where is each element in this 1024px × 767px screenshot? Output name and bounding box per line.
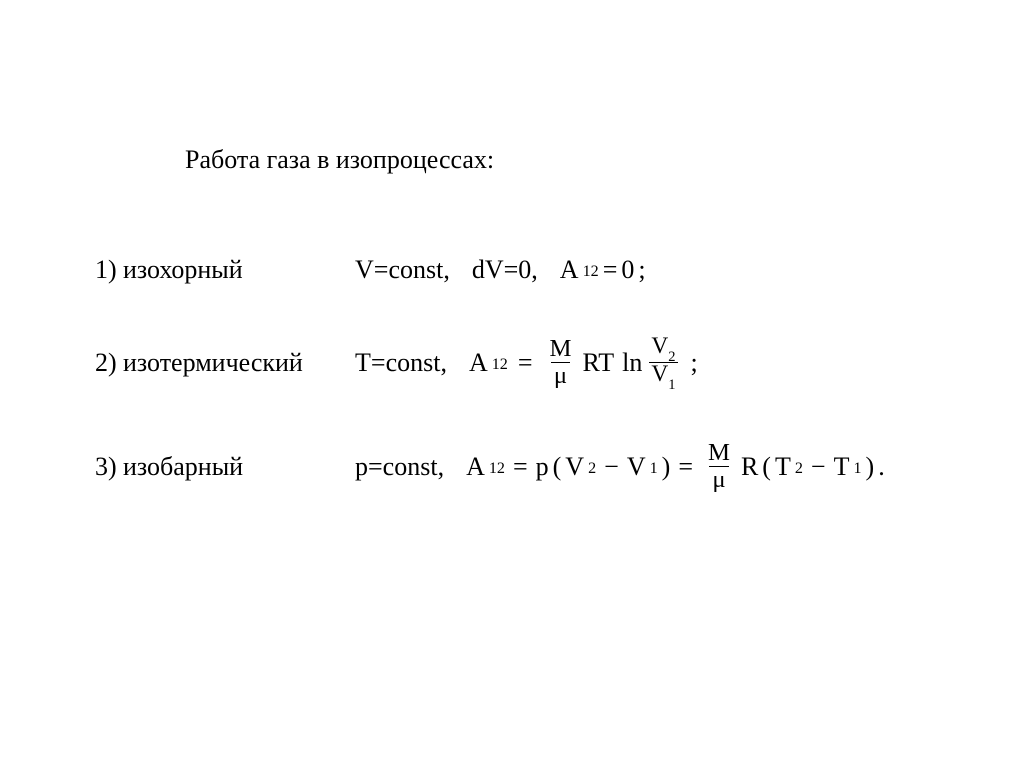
sub: 1 [668, 377, 675, 393]
work-symbol: A [560, 255, 579, 285]
page-title: Работа газа в изопроцессах: [185, 145, 1024, 175]
process-name: изохорный [123, 255, 355, 285]
condition-const: const [386, 348, 441, 377]
work-value: 0 [621, 255, 634, 285]
open-paren: ( [762, 452, 771, 482]
terminator: ; [638, 255, 645, 285]
condition-const: const [383, 452, 438, 481]
v1-var: V [627, 452, 646, 482]
fraction-denominator: μ [551, 362, 570, 389]
work-formula: A12 = p(V2 − V1) = M μ R(T2 − T1). [466, 440, 885, 493]
work-symbol: A [469, 348, 488, 378]
work-formula: A12 = M μ RT ln V2 V1 ; [469, 335, 698, 390]
dv-rhs: 0 [518, 255, 531, 284]
rt-term: RT [582, 348, 614, 378]
process-name: изобарный [123, 452, 355, 482]
close-paren: ) [662, 452, 671, 482]
condition: T=const, [355, 348, 447, 378]
process-row-isochoric: 1) изохорный V=const, dV=0, A12=0; [95, 255, 1024, 285]
fraction-numerator: M [705, 440, 733, 466]
open-paren: ( [553, 452, 562, 482]
volume-ratio-fraction: V2 V1 [649, 335, 677, 390]
minus: − [604, 452, 619, 482]
document-page: Работа газа в изопроцессах: 1) изохорный… [0, 0, 1024, 767]
terminator: ; [691, 348, 698, 378]
v1-sub: 1 [650, 460, 658, 478]
mass-mu-fraction: M μ [547, 336, 575, 389]
equals: = [678, 452, 693, 482]
row-number: 2) [95, 348, 123, 378]
terminator: . [878, 452, 885, 482]
fraction-numerator: V2 [649, 335, 677, 362]
work-subscript: 12 [489, 460, 505, 478]
row-number: 1) [95, 255, 123, 285]
sub: 2 [668, 349, 675, 365]
t1-var: T [834, 452, 850, 482]
dv-lhs: dV [472, 255, 504, 284]
fraction-denominator: V1 [649, 362, 677, 390]
differential: dV=0, [472, 255, 538, 285]
equals: = [513, 452, 528, 482]
work-formula: A12=0; [560, 255, 646, 285]
condition-var: T [355, 348, 371, 377]
row-number: 3) [95, 452, 123, 482]
t2-var: T [775, 452, 791, 482]
mass-mu-fraction: M μ [705, 440, 733, 493]
v2-sub: 2 [588, 460, 596, 478]
condition-var: V [355, 255, 374, 284]
close-paren: ) [866, 452, 875, 482]
t1-sub: 1 [853, 460, 861, 478]
work-symbol: A [466, 452, 485, 482]
work-subscript: 12 [492, 356, 508, 374]
process-row-isothermal: 2) изотермический T=const, A12 = M μ RT … [95, 335, 1024, 390]
equals: = [518, 348, 533, 378]
v2-var: V [565, 452, 584, 482]
process-name: изотермический [123, 348, 355, 378]
pressure-symbol: p [536, 452, 549, 482]
minus: − [811, 452, 826, 482]
t2-sub: 2 [795, 460, 803, 478]
condition-var: p [355, 452, 368, 481]
fraction-numerator: M [547, 336, 575, 362]
ln-term: ln [622, 348, 642, 378]
condition: V=const, [355, 255, 450, 285]
r-term: R [741, 452, 758, 482]
condition: p=const, [355, 452, 444, 482]
condition-const: const [388, 255, 443, 284]
work-subscript: 12 [583, 263, 599, 281]
fraction-denominator: μ [709, 466, 728, 493]
process-row-isobaric: 3) изобарный p=const, A12 = p(V2 − V1) =… [95, 440, 1024, 493]
var: V [651, 333, 668, 359]
var: V [651, 361, 668, 387]
